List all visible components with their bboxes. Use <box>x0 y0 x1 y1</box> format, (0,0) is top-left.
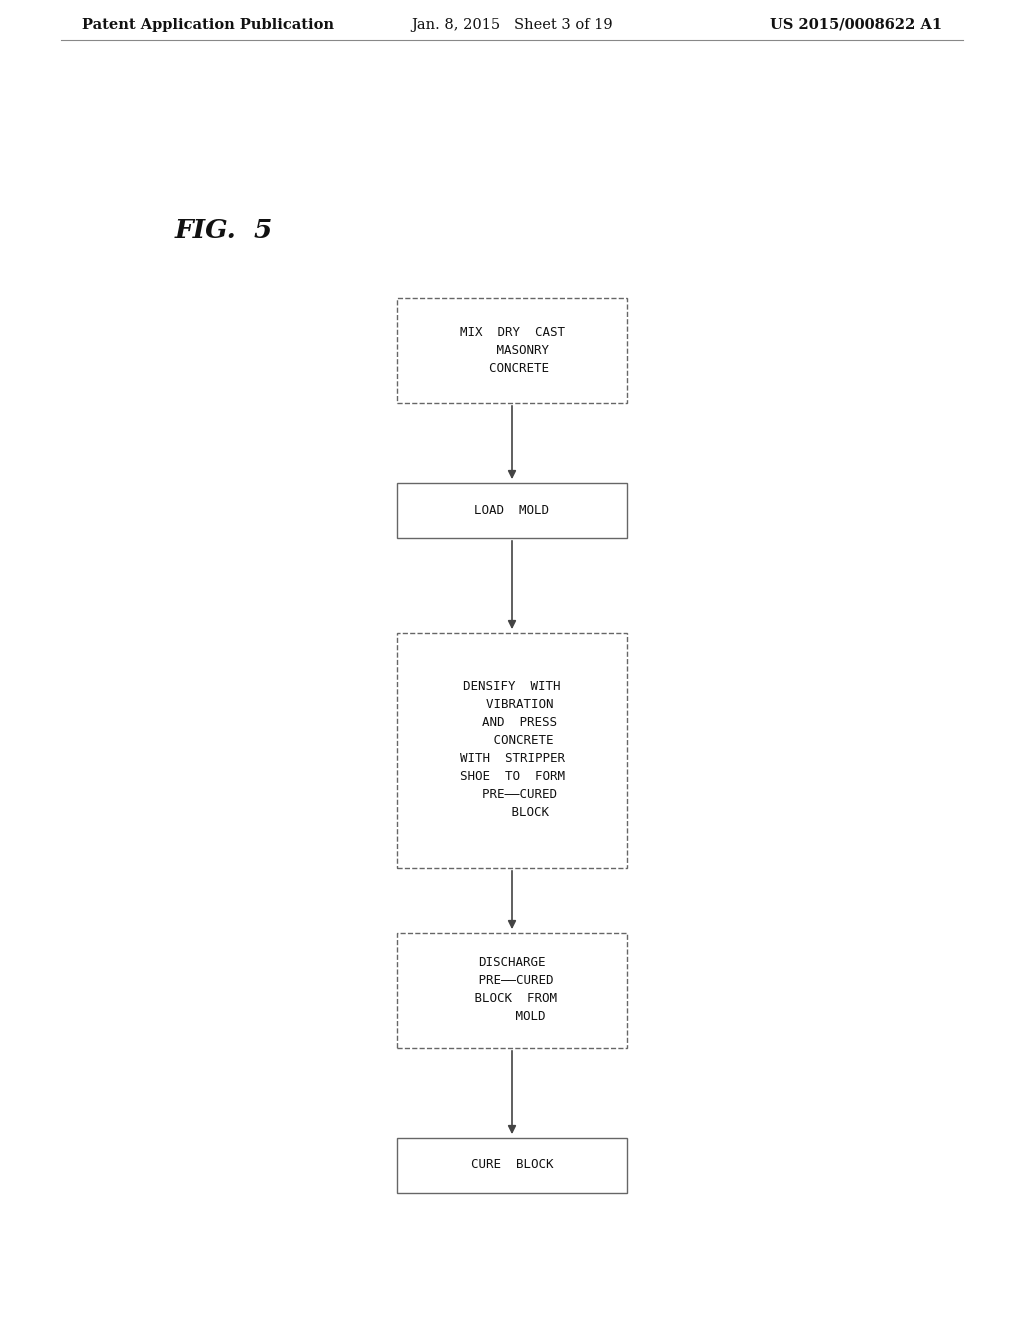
Text: FIG.  5: FIG. 5 <box>175 218 273 243</box>
Text: Patent Application Publication: Patent Application Publication <box>82 18 334 32</box>
Text: CURE  BLOCK: CURE BLOCK <box>471 1159 553 1172</box>
Text: Jan. 8, 2015   Sheet 3 of 19: Jan. 8, 2015 Sheet 3 of 19 <box>412 18 612 32</box>
Text: US 2015/0008622 A1: US 2015/0008622 A1 <box>770 18 942 32</box>
Bar <box>397 1138 627 1192</box>
Text: MIX  DRY  CAST
   MASONRY
  CONCRETE: MIX DRY CAST MASONRY CONCRETE <box>460 326 564 375</box>
Bar <box>397 932 627 1048</box>
Bar <box>397 632 627 867</box>
Text: DISCHARGE
 PRE––CURED
 BLOCK  FROM
     MOLD: DISCHARGE PRE––CURED BLOCK FROM MOLD <box>467 957 557 1023</box>
Bar <box>397 297 627 403</box>
Bar <box>397 483 627 537</box>
Text: DENSIFY  WITH
  VIBRATION
  AND  PRESS
   CONCRETE
WITH  STRIPPER
SHOE  TO  FORM: DENSIFY WITH VIBRATION AND PRESS CONCRET… <box>460 681 564 820</box>
Text: LOAD  MOLD: LOAD MOLD <box>474 503 550 516</box>
